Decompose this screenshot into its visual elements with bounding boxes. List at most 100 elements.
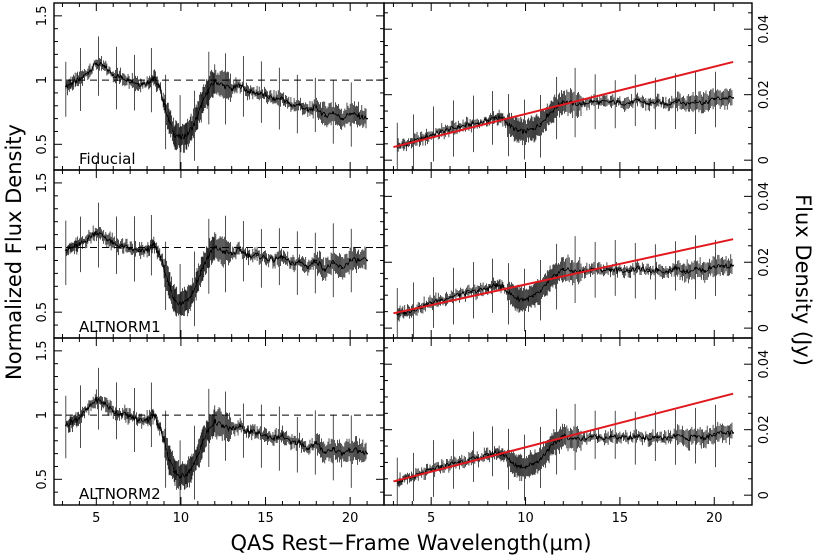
data-point (95, 62, 98, 65)
data-point (600, 101, 602, 104)
data-point (532, 127, 534, 130)
data-point (152, 76, 155, 79)
data-point (600, 436, 602, 439)
data-point (539, 290, 542, 293)
data-point (628, 269, 631, 272)
data-point (509, 292, 512, 295)
data-point (332, 447, 335, 450)
data-point (86, 237, 89, 240)
data-point (675, 434, 678, 437)
data-point (396, 313, 399, 316)
data-point (600, 269, 602, 272)
data-point (281, 97, 284, 99)
data-point (366, 117, 368, 120)
fit-line (393, 238, 734, 315)
data-point (159, 255, 162, 258)
data-point (323, 268, 326, 271)
data-point (628, 437, 631, 440)
y-tick-label: 0.04 (757, 182, 772, 211)
data-point (494, 451, 497, 454)
data-point (562, 267, 565, 270)
data-point (290, 263, 292, 266)
data-point (524, 465, 527, 468)
data-point (694, 435, 697, 437)
data-point (273, 98, 275, 101)
data-point (547, 448, 550, 451)
data-point (703, 269, 706, 272)
fit-line (393, 60, 734, 149)
data-point (112, 74, 115, 76)
data-point (685, 103, 687, 106)
data-point (166, 280, 169, 283)
data-point (713, 432, 716, 435)
data-point (517, 130, 519, 132)
x-axis-label: QAS Rest−Frame Wavelength(μm) (230, 531, 591, 555)
data-point (340, 267, 343, 270)
data-point (120, 76, 123, 79)
x-tick-label: 20 (706, 511, 723, 526)
data-point (207, 89, 209, 92)
data-point (618, 101, 621, 104)
data-point (571, 270, 574, 273)
plot-area (393, 235, 735, 338)
data-point (609, 100, 612, 103)
data-point (732, 97, 735, 99)
data-point (439, 298, 442, 301)
panel-right-middle: 0 0.02 0.04 (383, 169, 772, 339)
data-point (694, 267, 697, 270)
data-point (547, 113, 550, 116)
data-point (173, 470, 176, 473)
spectrum-line (396, 262, 734, 317)
data-point (509, 460, 512, 463)
data-point (323, 115, 326, 117)
y-axis-label-left: Normalized Flux Density (2, 124, 26, 380)
data-point (146, 249, 148, 252)
panel-frame (383, 169, 753, 339)
data-point (323, 451, 326, 454)
x-tick-label: 15 (612, 511, 629, 526)
data-point (494, 284, 497, 286)
panel-frame (383, 337, 753, 506)
data-point (281, 255, 284, 258)
panel-left-middle: 0.5 1 1.5 ALTNORM1 (35, 169, 385, 339)
data-point (656, 100, 659, 103)
data-point (306, 110, 309, 112)
data-point (449, 463, 451, 466)
data-point (103, 66, 106, 69)
data-point (666, 103, 668, 106)
data-point (247, 90, 250, 93)
y-axis-label-right: Flux Density (Jy) (791, 194, 815, 366)
data-point (256, 92, 258, 94)
panel-left-bottom: 5 10 15 20 0.5 1 1.5 ALTNORM2 (35, 337, 385, 526)
data-point (501, 286, 504, 288)
x-tick-label: 15 (257, 511, 274, 526)
y-tick-label: 1.5 (35, 341, 50, 362)
data-point (468, 291, 470, 294)
data-point (366, 452, 368, 455)
data-point (647, 270, 650, 273)
data-point (239, 84, 242, 87)
data-point (166, 115, 169, 117)
data-point (112, 242, 115, 245)
y-tick-label: 0.5 (35, 469, 50, 490)
data-point (120, 245, 123, 248)
data-point (315, 442, 318, 445)
data-point (524, 130, 527, 133)
plot-area (393, 392, 735, 505)
data-point (539, 457, 542, 460)
data-point (222, 425, 225, 428)
data-point (637, 267, 640, 270)
data-point (656, 268, 659, 271)
data-point (666, 270, 668, 273)
data-point (256, 254, 258, 257)
data-point (656, 435, 659, 438)
data-point (430, 301, 433, 304)
plot-area (54, 367, 384, 505)
data-point (71, 246, 74, 249)
data-point (129, 415, 132, 418)
y-tick-label: 1 (35, 76, 50, 84)
data-point (200, 104, 203, 107)
data-point (78, 79, 81, 81)
data-point (449, 296, 451, 299)
